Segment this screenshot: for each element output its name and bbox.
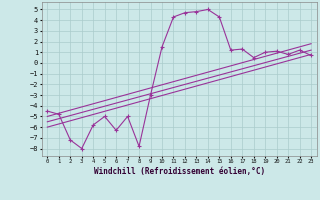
- X-axis label: Windchill (Refroidissement éolien,°C): Windchill (Refroidissement éolien,°C): [94, 167, 265, 176]
